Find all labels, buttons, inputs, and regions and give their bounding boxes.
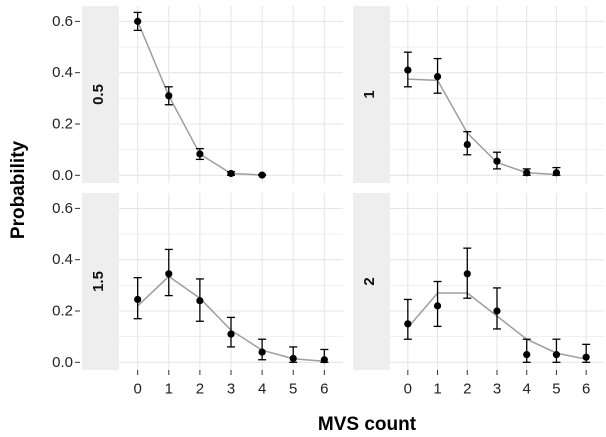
data-point [289, 354, 297, 363]
x-tick-label: 5 [289, 381, 297, 398]
data-point [227, 169, 235, 178]
data-point [134, 17, 142, 25]
facet-strip-label: 1.5 [90, 271, 107, 292]
data-point [196, 297, 204, 305]
y-tick-label: 0.4 [52, 64, 73, 81]
y-tick-label: 0.6 [52, 13, 73, 30]
data-point [258, 348, 266, 356]
x-tick-label: 3 [493, 381, 501, 398]
data-point [258, 171, 266, 179]
x-tick-label: 4 [523, 381, 531, 398]
y-tick-label: 0.2 [52, 303, 73, 320]
data-point [523, 169, 531, 177]
x-tick-label: 1 [433, 381, 441, 398]
facet-panel-2: 1 [353, 6, 604, 183]
facet-strip [353, 193, 390, 370]
y-axis-title: Probability [8, 140, 29, 239]
data-point [463, 140, 471, 149]
x-tick-label: 6 [582, 381, 590, 398]
x-tick-label: 3 [227, 381, 235, 398]
y-tick-label: 0.4 [52, 251, 73, 268]
facet-strip-label: 2 [361, 277, 378, 285]
data-point [404, 320, 412, 328]
facet-panel-3: 1.5 0.0 0.2 0.4 0.6 0 1 2 3 4 5 6 [52, 193, 343, 398]
data-point [433, 302, 442, 310]
data-point [552, 351, 561, 359]
facet-strip [82, 6, 119, 183]
facet-strip-label: 1 [361, 90, 378, 98]
data-point [493, 157, 501, 165]
data-point [493, 307, 501, 315]
y-tick-label: 0.0 [52, 354, 73, 371]
data-point [196, 150, 204, 158]
x-tick-label: 6 [320, 381, 328, 398]
data-point [320, 356, 328, 364]
data-point [165, 270, 173, 278]
x-tick-label: 2 [196, 381, 204, 398]
facet-panel-4: 2 0 1 2 3 4 5 6 [353, 193, 604, 398]
y-tick-label: 0.0 [52, 167, 73, 184]
facet-panel-1: 0.5 0.0 0.2 0.4 0.6 [52, 6, 343, 184]
x-tick-label: 4 [258, 381, 266, 398]
data-point [134, 295, 142, 304]
data-point [552, 169, 561, 177]
x-axis-title: MVS count [318, 414, 417, 435]
data-point [463, 270, 471, 278]
x-tick-label: 2 [463, 381, 471, 398]
data-point [227, 330, 235, 338]
data-point [523, 351, 531, 359]
data-point [404, 66, 412, 74]
fit-line [407, 78, 557, 176]
facet-strip [353, 6, 390, 183]
x-tick-label: 5 [552, 381, 560, 398]
data-point [433, 72, 442, 81]
y-tick-label: 0.2 [52, 116, 73, 133]
facet-strip-label: 0.5 [90, 84, 107, 105]
x-tick-label: 0 [133, 381, 141, 398]
data-point [582, 353, 590, 361]
x-tick-label: 0 [404, 381, 412, 398]
data-point [165, 92, 173, 100]
facet-strip [82, 193, 119, 370]
x-tick-label: 1 [165, 381, 173, 398]
y-tick-label: 0.6 [52, 200, 73, 217]
